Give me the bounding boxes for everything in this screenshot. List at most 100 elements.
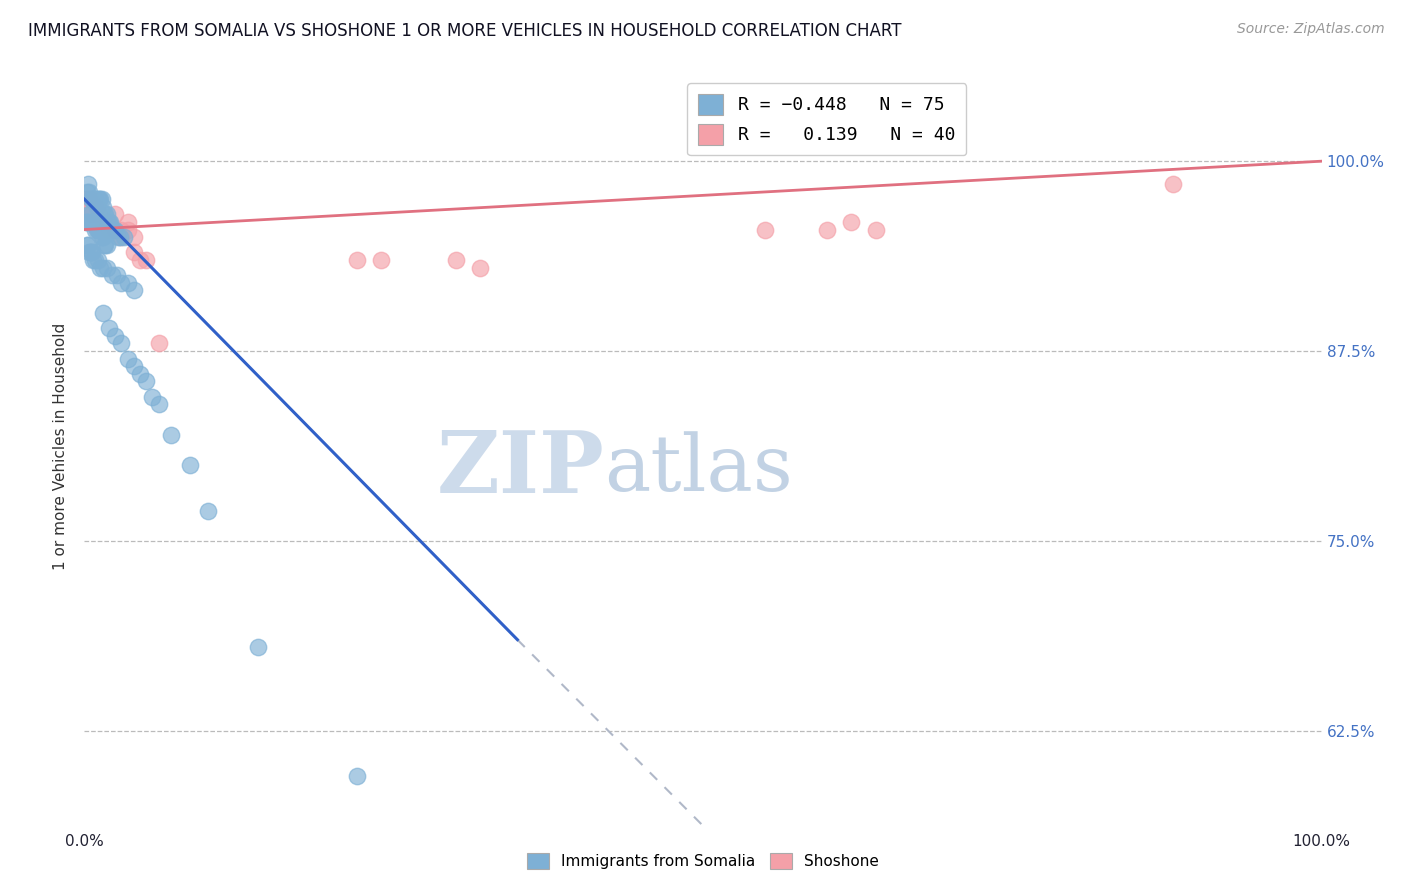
Point <box>83 200 105 214</box>
Point <box>93 237 115 252</box>
Legend: R = −0.448   N = 75, R =   0.139   N = 40: R = −0.448 N = 75, R = 0.139 N = 40 <box>688 83 966 155</box>
Point <box>117 276 139 290</box>
Point <box>91 306 114 320</box>
Point <box>80 215 103 229</box>
Point <box>87 192 110 206</box>
Point <box>98 215 121 229</box>
Point <box>148 397 170 411</box>
Point <box>75 215 97 229</box>
Point <box>89 260 111 275</box>
Point <box>79 192 101 206</box>
Point <box>93 207 115 221</box>
Point <box>91 230 114 244</box>
Point <box>80 207 103 221</box>
Legend: Immigrants from Somalia, Shoshone: Immigrants from Somalia, Shoshone <box>522 847 884 875</box>
Point <box>89 192 111 206</box>
Point <box>87 252 110 267</box>
Point <box>815 222 838 236</box>
Point <box>86 200 108 214</box>
Y-axis label: 1 or more Vehicles in Household: 1 or more Vehicles in Household <box>53 322 69 570</box>
Point <box>104 222 127 236</box>
Point <box>122 230 145 244</box>
Point <box>75 200 97 214</box>
Point <box>80 200 103 214</box>
Point <box>129 252 152 267</box>
Point <box>841 215 863 229</box>
Point <box>79 245 101 260</box>
Point <box>76 215 98 229</box>
Point <box>79 200 101 214</box>
Point <box>75 192 97 206</box>
Point <box>470 260 492 275</box>
Point <box>122 283 145 297</box>
Point <box>96 207 118 221</box>
Point <box>79 192 101 206</box>
Point <box>79 185 101 199</box>
Point <box>117 215 139 229</box>
Point <box>89 192 111 206</box>
Point <box>82 252 104 267</box>
Point <box>246 640 269 655</box>
Point <box>370 252 392 267</box>
Point <box>91 200 114 214</box>
Point <box>91 215 114 229</box>
Point <box>89 207 111 221</box>
Point <box>82 192 104 206</box>
Point <box>135 252 157 267</box>
Point <box>129 367 152 381</box>
Point <box>100 268 122 282</box>
Point <box>76 192 98 206</box>
Point <box>112 230 135 244</box>
Point <box>444 252 467 267</box>
Point <box>122 245 145 260</box>
Point <box>76 200 98 214</box>
Point <box>82 200 104 214</box>
Point <box>84 252 107 267</box>
Point <box>83 192 105 206</box>
Point <box>104 222 127 236</box>
Point <box>82 215 104 229</box>
Point <box>79 207 101 221</box>
Point <box>107 230 129 244</box>
Point <box>90 192 112 206</box>
Point <box>86 222 108 236</box>
Point <box>89 222 111 236</box>
Point <box>117 222 139 236</box>
Point <box>110 336 132 351</box>
Point <box>117 351 139 366</box>
Point <box>96 260 118 275</box>
Text: IMMIGRANTS FROM SOMALIA VS SHOSHONE 1 OR MORE VEHICLES IN HOUSEHOLD CORRELATION : IMMIGRANTS FROM SOMALIA VS SHOSHONE 1 OR… <box>28 22 901 40</box>
Point <box>160 427 183 442</box>
Point <box>96 237 118 252</box>
Point <box>98 321 121 335</box>
Point <box>97 215 120 229</box>
Point <box>79 207 101 221</box>
Point <box>754 222 776 236</box>
Point <box>77 192 100 206</box>
Point <box>110 230 132 244</box>
Point <box>122 359 145 374</box>
Point <box>90 230 112 244</box>
Point <box>104 207 127 221</box>
Point <box>80 245 103 260</box>
Point <box>79 207 101 221</box>
Point <box>105 268 128 282</box>
Point <box>148 336 170 351</box>
Point <box>83 215 105 229</box>
Point <box>104 329 127 343</box>
Point <box>179 458 201 472</box>
Point <box>101 222 124 236</box>
Text: atlas: atlas <box>605 431 793 507</box>
Point <box>346 252 368 267</box>
Point <box>84 200 107 214</box>
Point <box>98 222 121 236</box>
Point <box>89 222 111 236</box>
Point <box>98 215 121 229</box>
Point <box>135 375 157 389</box>
Point <box>1161 177 1184 191</box>
Point <box>110 222 132 236</box>
Point <box>91 260 114 275</box>
Point <box>77 177 100 191</box>
Text: ZIP: ZIP <box>436 427 605 511</box>
Point <box>80 192 103 206</box>
